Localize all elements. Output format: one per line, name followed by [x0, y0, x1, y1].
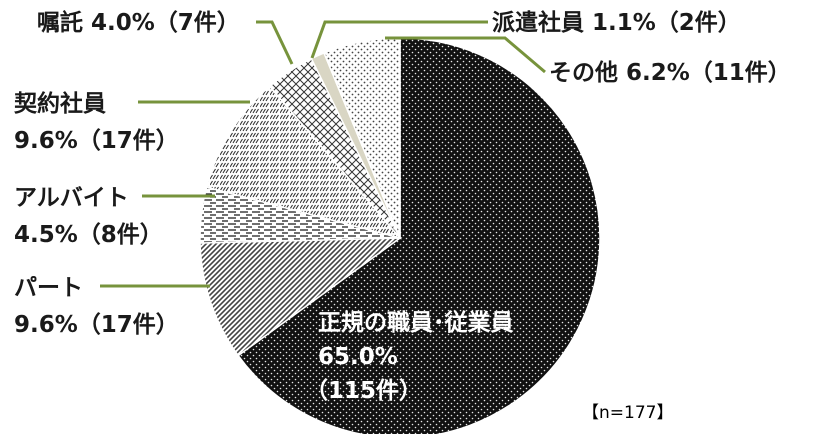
pie-slice-keiyaku: [205, 85, 403, 240]
slice-label-seiki: 正規の職員･従業員: [318, 309, 514, 336]
slice-value-part: 9.6%（17件）: [14, 311, 179, 338]
leader-haken: [310, 20, 488, 59]
leader-shokutaku: [256, 20, 294, 65]
slice-label-sonota: その他 6.2%（11件）: [549, 59, 791, 86]
slice-label-keiyaku: 契約社員: [13, 90, 106, 117]
slice-label-shokutaku: 嘱託 4.0%（7件）: [37, 9, 240, 36]
slice-value-seiki-pct: 65.0%: [318, 344, 398, 370]
slice-value-seiki-count: （115件）: [305, 377, 422, 404]
slice-label-part: パート: [14, 275, 83, 301]
slice-value-arubaito: 4.5%（8件）: [14, 221, 163, 248]
slice-label-haken: 派遣社員 1.1%（2件）: [492, 9, 741, 36]
slice-value-keiyaku: 9.6%（17件）: [14, 127, 179, 154]
leader-lines: [100, 20, 546, 288]
leader-sonota: [385, 36, 546, 74]
pie-slice-seiki: [237, 37, 601, 434]
pie-slices: [199, 37, 601, 434]
slice-label-arubaito: アルバイト: [14, 185, 129, 211]
pie-slice-part: [199, 237, 403, 357]
sample-size-label: 【n=177】: [582, 403, 673, 423]
